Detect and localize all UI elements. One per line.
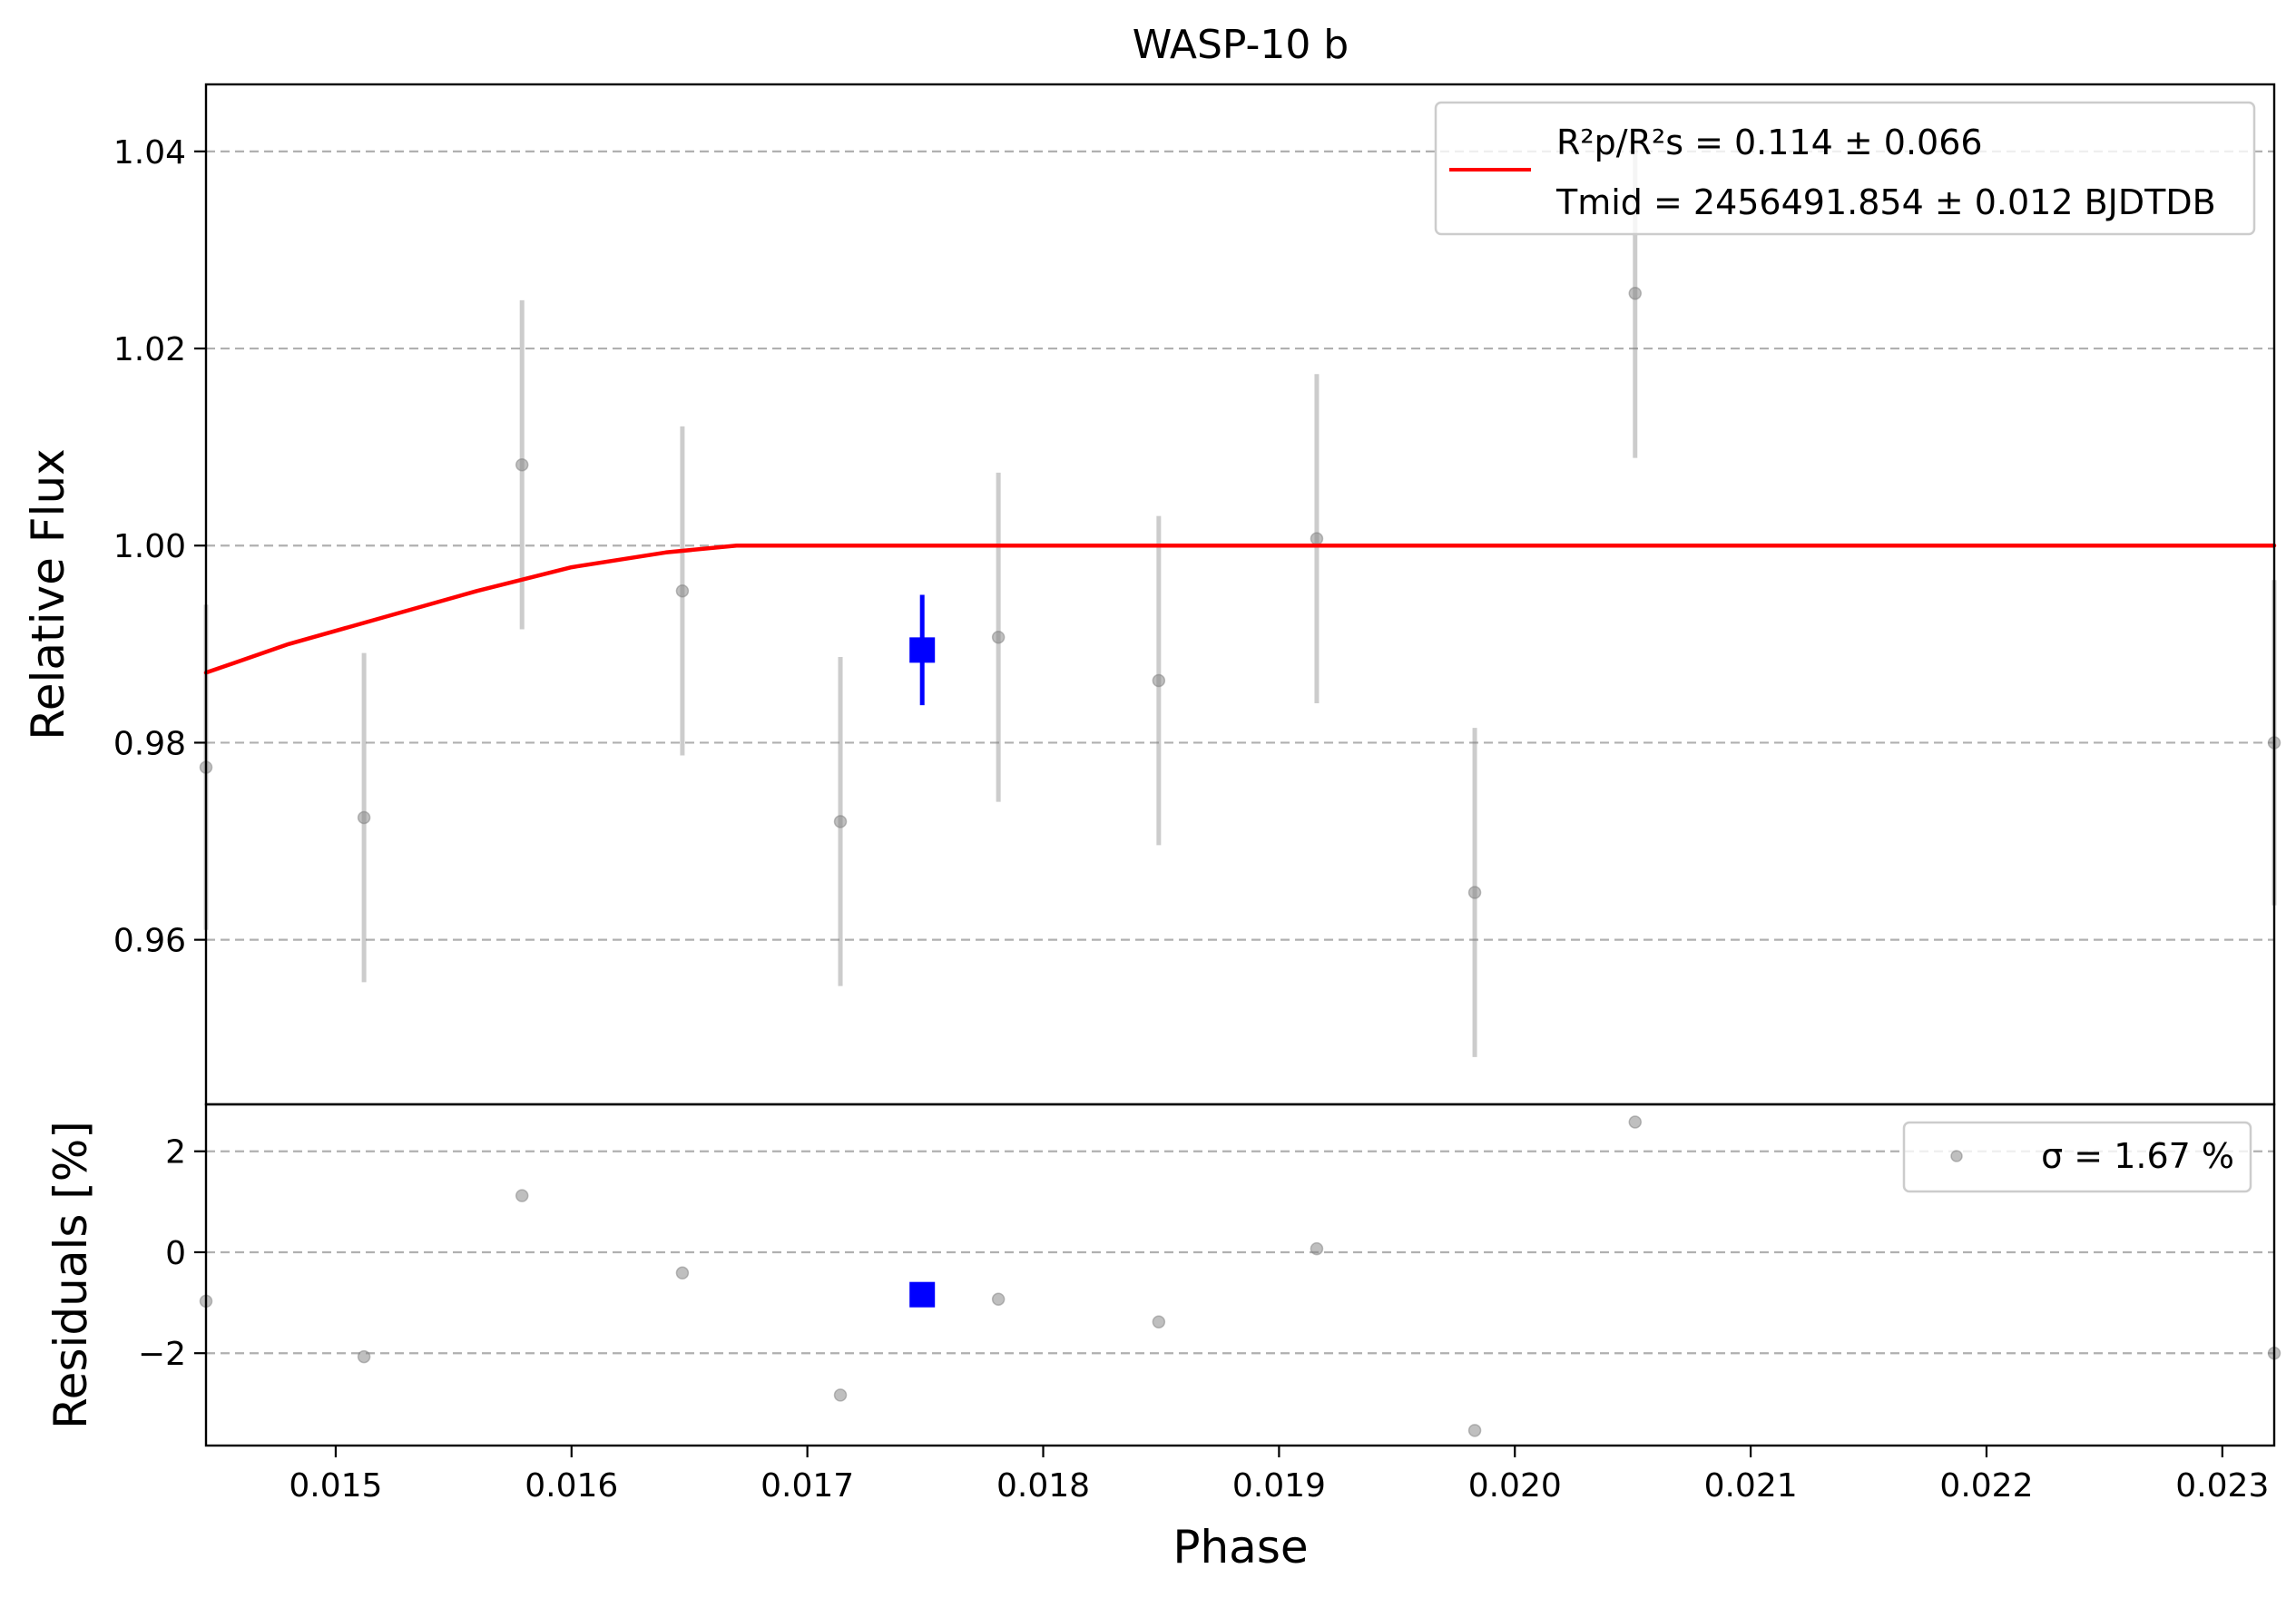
bottom-panel-y-ticks: −2 0 2	[138, 1134, 206, 1373]
top-panel-frame	[204, 83, 2276, 1106]
top-legend-line-1: R²p/R²s = 0.114 ± 0.066	[1556, 123, 1983, 162]
x-axis-label: Phase	[1173, 1521, 1308, 1573]
residual-point-1	[357, 1349, 371, 1364]
top-legend: R²p/R²s = 0.114 ± 0.066 Tmid = 2456491.8…	[1434, 101, 2256, 236]
xtick-label-8: 0.023	[2175, 1467, 2269, 1505]
residual-point-3	[675, 1266, 690, 1280]
top-data-point-4	[833, 815, 848, 828]
top-binned-point-0	[909, 637, 936, 663]
top-legend-line-2: Tmid = 2456491.854 ± 0.012 BJDTDB	[1555, 182, 2216, 222]
bottom-panel-data	[199, 1115, 2281, 1437]
model-curve	[203, 543, 2277, 675]
residual-point-5	[991, 1292, 1006, 1306]
bottom-ytick-label-1: 0	[165, 1235, 186, 1272]
xtick-label-6: 0.021	[1704, 1467, 1798, 1505]
residual-point-6	[1152, 1315, 1166, 1328]
top-ytick-label-2: 1.00	[113, 528, 186, 565]
residual-point-8	[1467, 1424, 1482, 1437]
top-data-point-9	[1628, 286, 1643, 300]
top-panel-data	[199, 128, 2281, 1057]
top-ytick-label-4: 1.04	[113, 134, 186, 172]
residual-point-9	[1628, 1115, 1643, 1129]
xtick-label-5: 0.020	[1468, 1467, 1562, 1505]
top-legend-box	[1434, 101, 2256, 236]
residual-point-7	[1310, 1241, 1324, 1256]
residual-point-4	[833, 1388, 848, 1402]
bottom-ytick-label-2: 2	[165, 1134, 186, 1172]
bottom-y-axis-label: Residuals [%]	[44, 1121, 97, 1429]
bottom-legend-marker	[1950, 1150, 1963, 1162]
top-data-point-2	[515, 457, 529, 472]
xtick-label-4: 0.019	[1232, 1467, 1326, 1505]
residual-binned-point-0	[909, 1281, 936, 1308]
bottom-panel-frame	[204, 1103, 2276, 1447]
x-axis-ticks: 0.015 0.016 0.017 0.018 0.019 0.020 0.021 0.022…	[289, 1446, 2269, 1505]
top-ytick-label-0: 0.96	[113, 923, 186, 960]
bottom-legend-label: σ = 1.67 %	[2041, 1136, 2234, 1176]
top-ytick-label-3: 1.02	[113, 331, 186, 368]
top-panel-y-ticks: 0.96 0.98 1.00 1.02 1.04	[113, 134, 206, 960]
bottom-ytick-label-0: −2	[138, 1336, 186, 1373]
xtick-label-1: 0.016	[525, 1467, 618, 1505]
top-data-point-6	[1152, 673, 1166, 688]
top-y-axis-label: Relative Flux	[22, 448, 74, 740]
residual-point-2	[515, 1189, 529, 1202]
xtick-label-0: 0.015	[289, 1467, 382, 1505]
top-data-point-5	[991, 630, 1006, 644]
xtick-label-3: 0.018	[996, 1467, 1090, 1505]
bottom-legend: σ = 1.67 %	[1902, 1121, 2252, 1193]
xtick-label-2: 0.017	[760, 1467, 854, 1505]
top-ytick-label-1: 0.98	[113, 725, 186, 762]
bottom-legend-box	[1902, 1121, 2252, 1193]
top-data-point-8	[1467, 886, 1482, 899]
xtick-label-7: 0.022	[1939, 1467, 2033, 1505]
top-data-point-1	[357, 810, 371, 825]
top-data-point-7	[1310, 532, 1324, 545]
chart-title: WASP-10 b	[1133, 22, 1349, 68]
top-data-point-3	[675, 583, 690, 598]
bottom-panel-grid	[206, 1150, 2274, 1355]
